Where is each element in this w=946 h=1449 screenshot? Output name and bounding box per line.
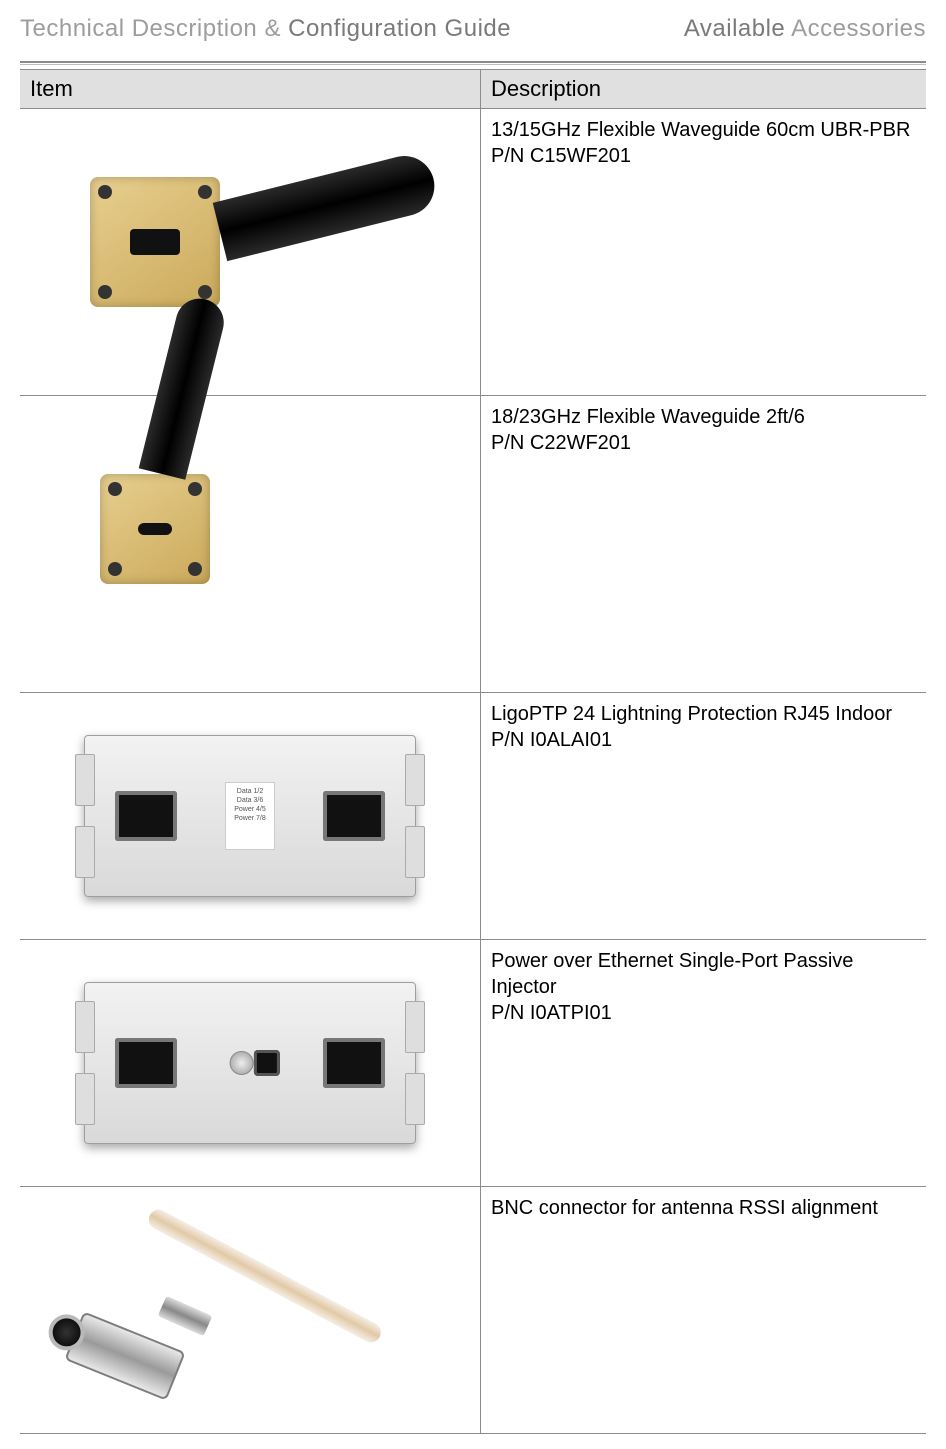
desc-line: P/N C22WF201 (491, 432, 631, 454)
page-header: Technical Description & Configuration Gu… (20, 15, 926, 43)
accessories-table: Item Description 13/15GHz Flexible Waveg… (20, 69, 926, 1434)
desc-line: BNC connector for antenna RSSI alignment (491, 1197, 878, 1219)
header-right-faded: Accessories (791, 15, 926, 42)
item-description-cell: BNC connector for antenna RSSI alignment (481, 1187, 927, 1434)
desc-line: P/N I0ALAI01 (491, 729, 612, 751)
table-row: Data 1/2 Data 3/6 Power 4/5 Power 7/8 Li… (20, 693, 926, 940)
col-description: Description (481, 70, 927, 109)
item-image-cell (20, 109, 481, 396)
header-left-strong: Configuration Guide (288, 15, 511, 42)
header-right: Available Accessories (684, 15, 926, 43)
item-image-cell (20, 940, 481, 1187)
table-row: 18/23GHz Flexible Waveguide 2ft/6 P/N C2… (20, 396, 926, 693)
poe-injector-icon (84, 982, 416, 1144)
header-right-strong: Available (684, 15, 791, 42)
desc-line: 13/15GHz Flexible Waveguide 60cm UBR-PBR (491, 119, 910, 141)
table-row: BNC connector for antenna RSSI alignment (20, 1187, 926, 1434)
item-image-cell (20, 396, 481, 693)
item-image-cell (20, 1187, 481, 1434)
desc-line: LigoPTP 24 Lightning Protection RJ45 Ind… (491, 703, 892, 725)
item-image-cell: Data 1/2 Data 3/6 Power 4/5 Power 7/8 (20, 693, 481, 940)
bnc-connector-icon (30, 1205, 430, 1415)
label-line: Power 4/5 (229, 805, 271, 814)
desc-line: 18/23GHz Flexible Waveguide 2ft/6 (491, 406, 805, 428)
waveguide-18-23-icon (30, 474, 430, 684)
desc-line: P/N I0ATPI01 (491, 1002, 612, 1024)
desc-line: Power over Ethernet Single-Port Passive … (491, 950, 853, 998)
item-description-cell: 13/15GHz Flexible Waveguide 60cm UBR-PBR… (481, 109, 927, 396)
header-rule (20, 61, 926, 65)
item-description-cell: 18/23GHz Flexible Waveguide 2ft/6 P/N C2… (481, 396, 927, 693)
item-description-cell: Power over Ethernet Single-Port Passive … (481, 940, 927, 1187)
table-row: 13/15GHz Flexible Waveguide 60cm UBR-PBR… (20, 109, 926, 396)
col-item: Item (20, 70, 481, 109)
label-line: Data 3/6 (229, 796, 271, 805)
header-left: Technical Description & Configuration Gu… (20, 15, 511, 43)
lightning-protection-icon: Data 1/2 Data 3/6 Power 4/5 Power 7/8 (84, 735, 416, 897)
header-left-faded: Technical Description & (20, 15, 288, 42)
waveguide-ubr-pbr-icon (30, 177, 430, 387)
table-row: Power over Ethernet Single-Port Passive … (20, 940, 926, 1187)
label-line: Power 7/8 (229, 814, 271, 823)
item-description-cell: LigoPTP 24 Lightning Protection RJ45 Ind… (481, 693, 927, 940)
label-line: Data 1/2 (229, 787, 271, 796)
desc-line: P/N C15WF201 (491, 145, 631, 167)
